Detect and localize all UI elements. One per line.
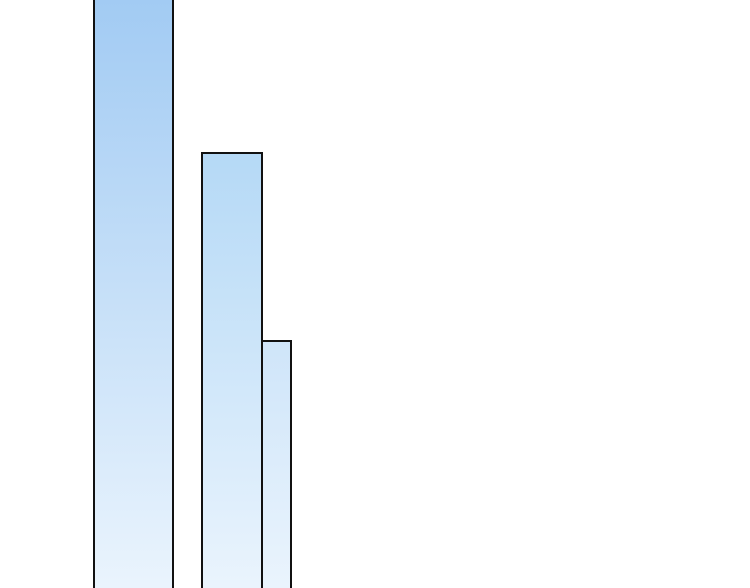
medium-blue-pillar bbox=[201, 152, 263, 588]
tall-blue-pillar bbox=[93, 0, 174, 588]
short-blue-pillar bbox=[261, 340, 292, 588]
